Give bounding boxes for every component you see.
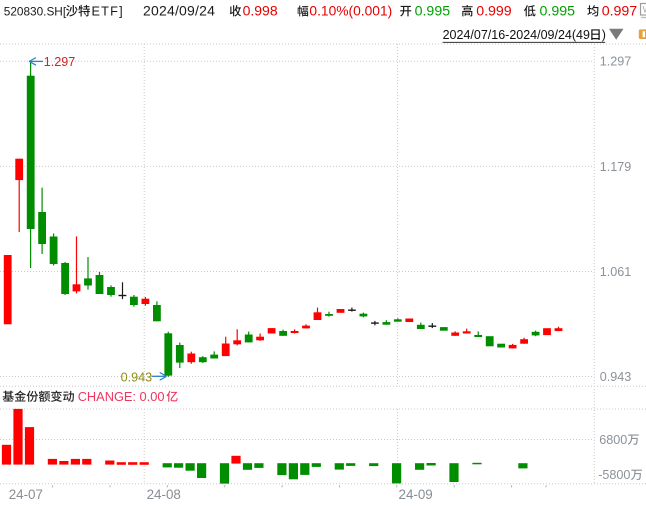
svg-text:24-08: 24-08 xyxy=(147,487,181,502)
svg-text:CHANGE: 0.00: CHANGE: 0.00 xyxy=(78,389,165,404)
svg-text:0.995: 0.995 xyxy=(415,3,451,19)
svg-text:1.297: 1.297 xyxy=(44,55,76,69)
svg-text:1.061: 1.061 xyxy=(600,265,632,279)
svg-text:2024/07/16-2024/09/24(49: 2024/07/16-2024/09/24(49 xyxy=(443,28,590,42)
svg-text:24-09: 24-09 xyxy=(399,487,433,502)
svg-text:0.943: 0.943 xyxy=(600,370,632,384)
svg-text:6800: 6800 xyxy=(599,433,627,447)
svg-text:0.999: 0.999 xyxy=(476,3,512,19)
svg-text:520830.SH[: 520830.SH[ xyxy=(4,4,67,18)
svg-text:1.297: 1.297 xyxy=(600,55,632,69)
svg-text:W: W xyxy=(643,5,646,15)
svg-text:2024/09/24: 2024/09/24 xyxy=(143,2,215,18)
svg-text:0.10%(0.001): 0.10%(0.001) xyxy=(309,3,392,18)
svg-text:1.179: 1.179 xyxy=(600,160,632,174)
svg-text:ETF]: ETF] xyxy=(92,4,124,18)
svg-text:): ) xyxy=(602,28,606,42)
svg-text:24-07: 24-07 xyxy=(9,487,43,502)
svg-text:-5800: -5800 xyxy=(598,468,630,482)
svg-text:0.997: 0.997 xyxy=(602,3,638,19)
svg-text:0.998: 0.998 xyxy=(243,2,278,18)
svg-text:0.943: 0.943 xyxy=(121,371,153,385)
svg-text:0.995: 0.995 xyxy=(540,3,576,19)
